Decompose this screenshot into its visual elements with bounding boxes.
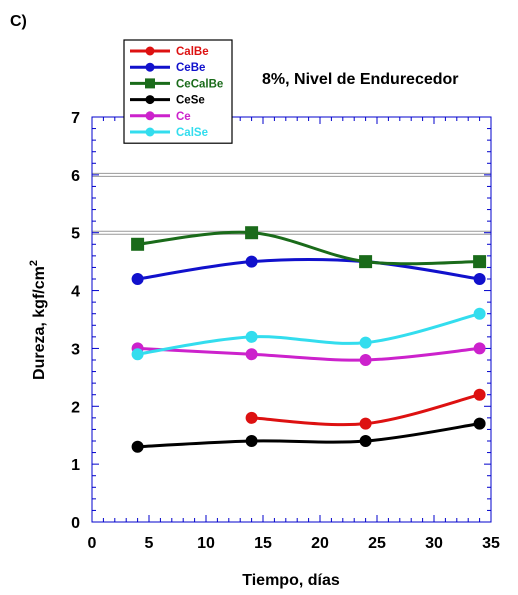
data-point-calse <box>245 330 258 343</box>
data-point-cecalbe <box>359 255 373 269</box>
data-point-calse <box>359 336 372 349</box>
y-tick-label: 0 <box>71 515 80 532</box>
data-point-calse <box>473 307 486 320</box>
x-tick-label: 25 <box>368 535 386 552</box>
legend-marker-calbe <box>145 46 155 56</box>
y-tick-label: 5 <box>71 226 80 243</box>
data-point-ce <box>359 354 372 366</box>
x-tick-label: 10 <box>197 535 215 552</box>
y-tick-label: 4 <box>71 284 80 301</box>
data-point-calse <box>131 348 144 361</box>
plot-layer: 0 5 10 15 20 25 30 35 0 1 2 3 4 5 6 7 <box>71 110 500 552</box>
series-line-cese <box>137 422 480 449</box>
plot-frame <box>91 116 492 523</box>
y-tick-label: 2 <box>71 399 80 416</box>
y-tick-label: 1 <box>71 457 80 474</box>
data-point-calbe <box>473 388 486 401</box>
data-point-cecalbe <box>473 255 487 269</box>
x-tick-label: 20 <box>311 535 329 552</box>
x-tick-label: 15 <box>254 535 272 552</box>
legend-marker-cebe <box>145 62 155 72</box>
series-line-cebe <box>137 257 480 281</box>
data-point-cese <box>359 435 372 447</box>
data-point-calbe <box>245 411 258 424</box>
x-tick-label: 30 <box>425 535 443 552</box>
x-tick-label: 0 <box>88 535 97 552</box>
data-point-cebe <box>245 255 258 268</box>
data-point-calbe <box>359 417 372 430</box>
panel-label: C) <box>10 13 27 30</box>
data-point-cecalbe <box>245 226 259 240</box>
data-point-cebe <box>131 273 144 285</box>
x-axis-label: Tiempo, días <box>242 572 340 589</box>
y-tick-label: 3 <box>71 341 80 358</box>
y-tick-label: 6 <box>71 168 80 185</box>
legend-label-cecalbe: CeCalBe <box>176 78 223 90</box>
legend-label-ce: Ce <box>176 111 191 123</box>
legend: CalBe CeBe CeCalBe CeSe Ce CalSe <box>123 39 233 144</box>
series-line-calse <box>137 312 480 356</box>
data-point-cecalbe <box>131 237 145 251</box>
chart-title: 8%, Nivel de Endurecedor <box>262 71 459 88</box>
y-axis-label-main: Dureza, kgf/cm <box>31 266 48 380</box>
legend-label-calbe: CalBe <box>176 46 209 58</box>
legend-marker-cecalbe <box>145 78 155 89</box>
data-point-ce <box>245 348 258 361</box>
legend-marker-calse <box>145 127 155 137</box>
data-point-cebe <box>473 273 486 285</box>
y-axis-label-superscript: 2 <box>28 260 40 266</box>
y-tick-label: 7 <box>71 110 80 127</box>
x-tick-label: 5 <box>145 535 154 552</box>
y-axis-label: Dureza, kgf/cm2 <box>28 260 48 380</box>
data-point-cese <box>131 440 144 453</box>
series-line-cecalbe <box>137 230 480 266</box>
legend-box <box>123 39 233 144</box>
data-point-cese <box>473 417 486 430</box>
legend-label-cese: CeSe <box>176 95 205 107</box>
legend-label-cebe: CeBe <box>176 62 205 74</box>
data-point-cese <box>245 435 258 447</box>
series-line-ce <box>137 346 480 362</box>
x-tick-label: 35 <box>482 535 500 552</box>
legend-marker-ce <box>145 111 155 121</box>
legend-marker-cese <box>145 95 155 105</box>
data-point-ce <box>473 342 486 355</box>
legend-label-calse: CalSe <box>176 127 208 139</box>
